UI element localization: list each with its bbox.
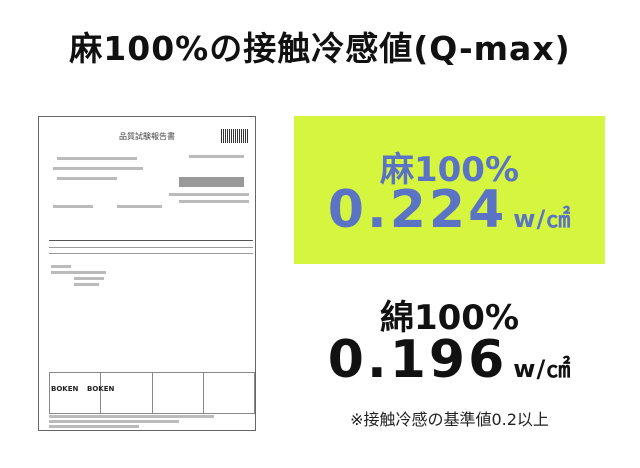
test-report-image: 品質試験報告書 BOKEN BOKEN — [38, 116, 256, 431]
report-rule — [49, 240, 253, 241]
report-text-line — [53, 167, 143, 170]
cotton-value-row: 0.196 w/㎠ — [294, 330, 605, 390]
boken-logo: BOKEN — [51, 385, 79, 393]
report-text-line — [49, 425, 139, 428]
standard-note: ※接触冷感の基準値0.2以上 — [350, 410, 549, 429]
report-text-line — [57, 177, 117, 180]
report-heading: 品質試験報告書 — [119, 132, 175, 141]
linen-value: 0.224 — [327, 180, 508, 240]
report-text-line — [169, 193, 249, 196]
linen-label: 麻100% — [379, 150, 520, 190]
report-text-line — [57, 157, 137, 160]
report-text-line — [117, 205, 162, 208]
report-text-line — [51, 265, 71, 268]
report-stamp — [179, 177, 244, 187]
page-title: 麻100%の接触冷感値(Q-max) — [69, 29, 571, 68]
report-text-line — [49, 420, 179, 423]
linen-result-panel: 麻100% 0.224 w/㎠ — [294, 116, 605, 264]
boken-logo: BOKEN — [87, 385, 115, 393]
report-text-line — [74, 283, 99, 286]
report-table — [49, 372, 255, 414]
report-text-line — [189, 155, 244, 158]
report-text-line — [74, 277, 104, 280]
report-text-line — [179, 200, 249, 203]
cotton-value: 0.196 — [327, 330, 508, 390]
report-text-line — [49, 415, 214, 418]
cotton-label: 綿100% — [379, 298, 520, 338]
linen-unit: w/㎠ — [513, 205, 572, 233]
cotton-unit: w/㎠ — [513, 355, 572, 383]
linen-value-row: 0.224 w/㎠ — [294, 180, 605, 240]
report-text-line — [53, 205, 93, 208]
barcode — [221, 129, 249, 143]
report-rule — [49, 253, 253, 254]
report-text-line — [51, 271, 106, 274]
report-rule — [49, 247, 253, 248]
